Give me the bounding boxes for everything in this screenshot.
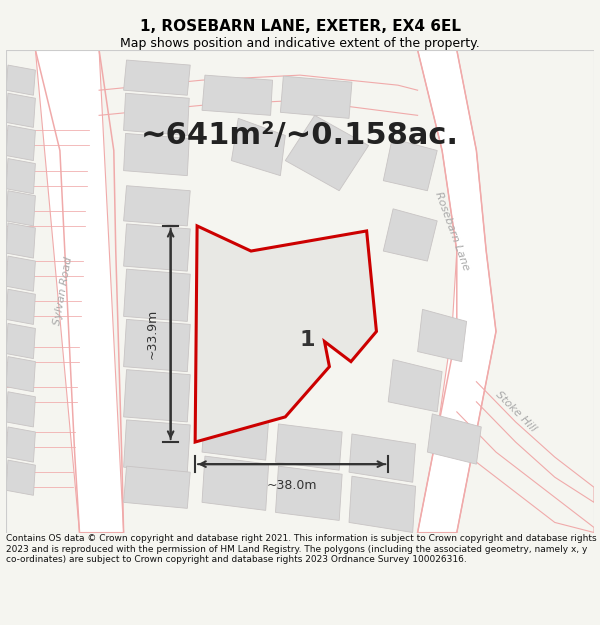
Text: Map shows position and indicative extent of the property.: Map shows position and indicative extent… [120,38,480,50]
Polygon shape [383,139,437,191]
Polygon shape [6,460,35,495]
Polygon shape [286,116,368,191]
Polygon shape [418,50,496,532]
Polygon shape [6,392,35,427]
Polygon shape [418,309,467,362]
Polygon shape [6,223,35,258]
Polygon shape [383,209,437,261]
Text: Rosebarn Lane: Rosebarn Lane [433,190,471,272]
Polygon shape [124,133,189,176]
Polygon shape [124,369,190,422]
Polygon shape [124,60,190,95]
Polygon shape [202,456,269,511]
Polygon shape [124,420,190,472]
Polygon shape [349,434,416,482]
Text: ~33.9m: ~33.9m [146,309,159,359]
Polygon shape [275,424,342,470]
Polygon shape [275,466,342,521]
Polygon shape [232,118,286,176]
Polygon shape [280,76,352,118]
Text: ~38.0m: ~38.0m [266,479,317,492]
Polygon shape [6,191,35,226]
Text: 1, ROSEBARN LANE, EXETER, EX4 6EL: 1, ROSEBARN LANE, EXETER, EX4 6EL [139,19,461,34]
Polygon shape [6,427,35,462]
Polygon shape [6,357,35,392]
Polygon shape [6,126,35,161]
Polygon shape [124,319,190,372]
Polygon shape [124,224,190,271]
Polygon shape [124,269,190,321]
Polygon shape [6,159,35,194]
Polygon shape [6,323,35,359]
Text: Stoke Hill: Stoke Hill [493,389,538,434]
Polygon shape [195,226,376,442]
Polygon shape [124,466,190,508]
Polygon shape [202,75,272,116]
Polygon shape [124,93,189,136]
Polygon shape [388,359,442,412]
Polygon shape [6,289,35,324]
Polygon shape [6,256,35,291]
Polygon shape [427,414,481,464]
Text: Sylvan Road: Sylvan Road [52,256,74,326]
Text: Contains OS data © Crown copyright and database right 2021. This information is : Contains OS data © Crown copyright and d… [6,534,596,564]
Polygon shape [6,93,35,128]
Polygon shape [202,412,269,460]
Text: 1: 1 [299,330,315,350]
Polygon shape [6,65,35,95]
Text: ~641m²/~0.158ac.: ~641m²/~0.158ac. [141,121,459,150]
Polygon shape [349,476,416,532]
Polygon shape [35,50,124,532]
Polygon shape [124,186,190,226]
